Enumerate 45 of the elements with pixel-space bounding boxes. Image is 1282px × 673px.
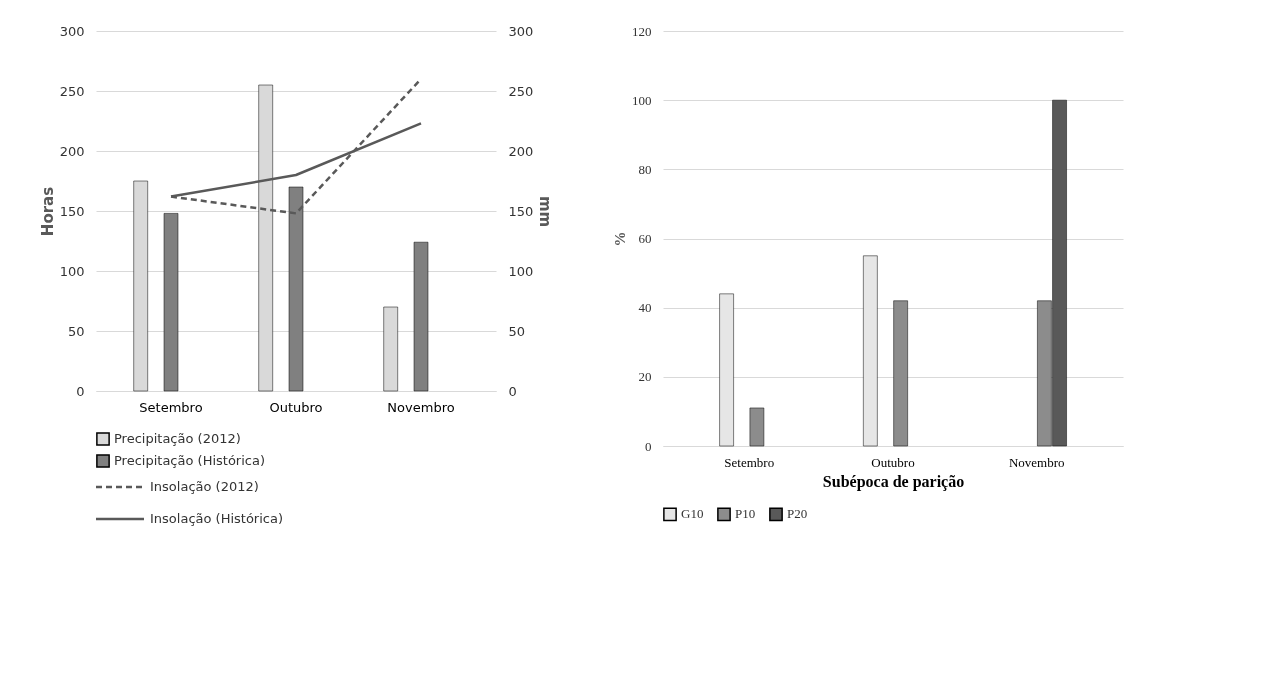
y2-axis-title: mm (536, 195, 555, 228)
bar (163, 213, 179, 392)
legend-label: Insolação (2012) (150, 479, 259, 494)
y-tick-label: 120 (632, 23, 652, 39)
x-tick-label: Outubro (871, 454, 915, 470)
y2-tick-label: 250 (508, 83, 534, 99)
legend-label: Precipitação (Histórica) (114, 453, 265, 468)
y-axis-title: % (612, 231, 628, 247)
y2-tick-label: 50 (508, 323, 526, 339)
y-tick-label: 250 (59, 83, 85, 99)
y-tick-label: 100 (632, 92, 652, 108)
y-tick-label: 20 (638, 369, 652, 385)
y-axis-title: Horas (38, 186, 57, 237)
y-tick-label: 300 (59, 23, 85, 39)
bar (719, 293, 734, 447)
bar (413, 241, 429, 392)
y-tick-label: 100 (59, 263, 85, 279)
x-axis-title: Subépoca de parição (822, 472, 965, 491)
bar (288, 186, 304, 392)
y-tick-label: 60 (638, 231, 652, 246)
y-tick-label: 0 (76, 383, 85, 399)
bar (863, 255, 878, 447)
x-tick-label: Novembro (1008, 454, 1065, 470)
legend-label: P20 (787, 506, 808, 522)
x-tick-label: Setembro (139, 399, 203, 415)
y-tick-label: 200 (59, 143, 85, 159)
y2-tick-label: 300 (508, 23, 534, 39)
bar (893, 300, 908, 447)
y-tick-label: 50 (67, 323, 85, 339)
y-tick-label: 0 (645, 438, 652, 454)
y2-tick-label: 200 (508, 143, 534, 159)
bar (749, 407, 765, 447)
y2-tick-label: 150 (508, 203, 534, 219)
y-tick-label: 80 (638, 161, 652, 177)
legend-label: P10 (735, 506, 756, 522)
y-tick-label: 150 (59, 203, 85, 219)
y-tick-label: 40 (638, 300, 652, 316)
x-tick-label: Setembro (724, 454, 775, 470)
y2-tick-label: 100 (508, 263, 534, 279)
legend-label: G10 (681, 506, 704, 522)
y2-tick-label: 0 (508, 383, 517, 399)
legend-label: Precipitação (2012) (114, 431, 241, 446)
x-tick-label: Outubro (269, 399, 323, 415)
x-tick-label: Novembro (387, 399, 455, 415)
legend-label: Insolação (Histórica) (150, 511, 284, 526)
